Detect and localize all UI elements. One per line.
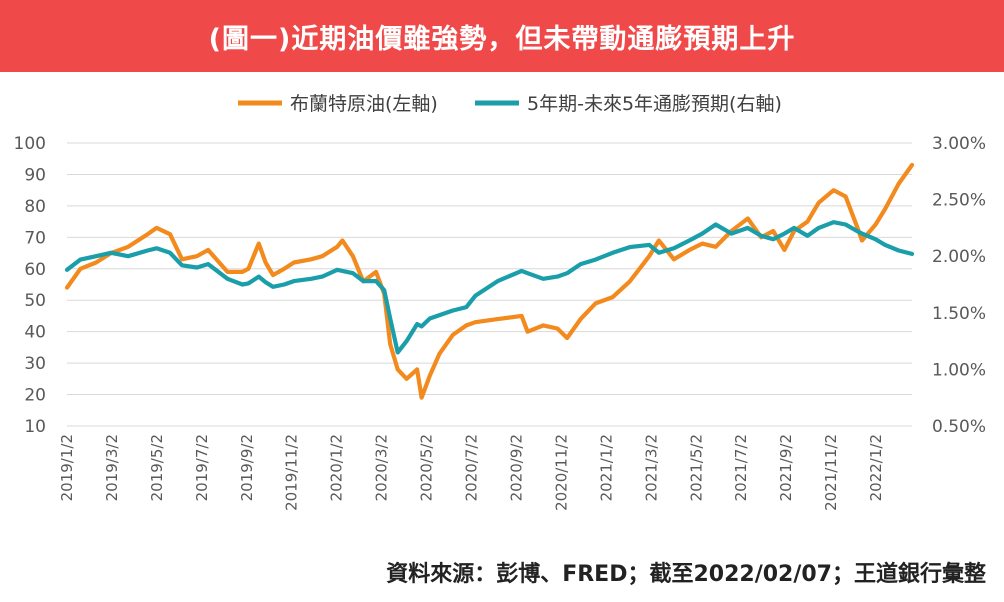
x-tick-label: 2021/1/2 [597, 434, 615, 501]
x-tick-label: 2020/3/2 [373, 434, 391, 501]
y-left-tick-label: 20 [24, 386, 46, 406]
y-left-tick-label: 90 [24, 165, 46, 185]
y-left-tick-label: 80 [24, 197, 46, 217]
x-tick-label: 2019/1/2 [58, 434, 76, 501]
legend-label-brent: 布蘭特原油(左軸) [290, 93, 438, 115]
y-right-tick-label: 3.00% [932, 134, 986, 154]
x-tick-label: 2020/9/2 [507, 434, 525, 501]
series-line-brent [64, 162, 915, 400]
x-tick-label: 2019/11/2 [283, 434, 301, 511]
y-left-tick-label: 60 [24, 260, 46, 280]
x-tick-label: 2021/3/2 [642, 434, 660, 501]
series-line-inflation-expectation [64, 220, 915, 355]
y-left-tick-label: 50 [24, 291, 46, 311]
x-axis: 2019/1/2 2019/3/2 2019/5/2 2019/7/2 2019/9/2… [58, 434, 885, 511]
y-right-tick-label: 1.50% [932, 304, 986, 324]
x-tick-label: 2021/5/2 [687, 434, 705, 501]
y-left-tick-label: 10 [24, 417, 46, 437]
y-right-tick-label: 2.00% [932, 247, 986, 267]
y-right-tick-label: 1.00% [932, 360, 986, 380]
x-tick-label: 2020/11/2 [552, 434, 570, 511]
x-tick-label: 2021/7/2 [732, 434, 750, 501]
y-right-tick-label: 2.50% [932, 191, 986, 211]
x-tick-label: 2019/5/2 [148, 434, 166, 501]
source-note: 資料來源：彭博、FRED；截至2022/02/07；王道銀行彙整 [386, 562, 986, 587]
page-title: (圖一)近期油價雖強勢，但未帶動通膨預期上升 [208, 23, 796, 55]
x-tick-label: 2021/9/2 [777, 434, 795, 501]
legend: 布蘭特原油(左軸) 5年期-未來5年通膨預期(右軸) [238, 93, 782, 115]
gridlines [67, 142, 912, 427]
y-right-tick-label: 0.50% [932, 417, 986, 437]
x-tick-label: 2022/1/2 [867, 434, 885, 501]
chart: 布蘭特原油(左軸) 5年期-未來5年通膨預期(右軸) 10 20 30 40 50 60 70… [14, 93, 986, 511]
y-left-tick-label: 70 [24, 228, 46, 248]
x-tick-label: 2019/7/2 [193, 434, 211, 501]
x-tick-label: 2020/5/2 [418, 434, 436, 501]
x-tick-label: 2019/3/2 [103, 434, 121, 501]
x-tick-label: 2020/7/2 [463, 434, 481, 501]
x-tick-label: 2019/9/2 [238, 434, 256, 501]
x-tick-label: 2021/11/2 [822, 434, 840, 511]
title-banner: (圖一)近期油價雖強勢，但未帶動通膨預期上升 [0, 0, 1004, 72]
y-left-tick-label: 30 [24, 354, 46, 374]
x-tick-label: 2020/1/2 [328, 434, 346, 501]
y-axis-left: 10 20 30 40 50 60 70 80 90 100 [14, 134, 46, 437]
y-axis-right: 0.50% 1.00% 1.50% 2.00% 2.50% 3.00% [932, 134, 986, 437]
legend-label-inflation: 5年期-未來5年通膨預期(右軸) [527, 93, 782, 115]
y-left-tick-label: 40 [24, 323, 46, 343]
y-left-tick-label: 100 [14, 134, 46, 154]
series-lines [64, 162, 915, 400]
